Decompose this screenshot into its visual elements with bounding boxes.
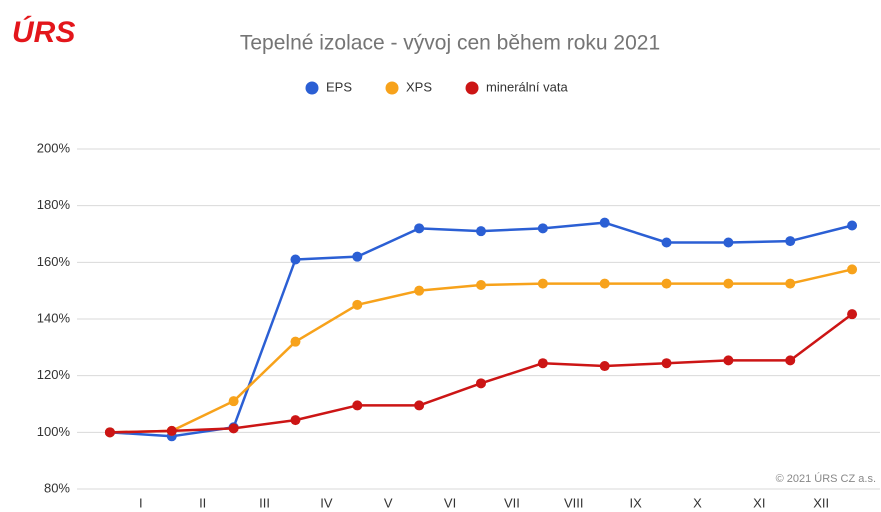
chart-title: Tepelné izolace - vývoj cen během roku 2… xyxy=(240,32,660,55)
data-point xyxy=(352,299,363,310)
x-tick-label: X xyxy=(693,495,702,510)
series-line xyxy=(109,313,853,434)
data-point xyxy=(847,264,858,275)
data-point xyxy=(290,336,301,347)
data-point xyxy=(785,236,796,247)
data-point xyxy=(476,226,486,237)
data-point xyxy=(785,278,796,289)
legend-label: XPS xyxy=(406,79,432,94)
y-tick-label: 120% xyxy=(37,367,71,382)
copyright: © 2021 ÚRS CZ a.s. xyxy=(776,472,876,485)
y-tick-label: 160% xyxy=(37,254,71,269)
x-tick-label: XII xyxy=(813,495,829,510)
x-tick-label: II xyxy=(199,495,206,510)
x-tick-label: IX xyxy=(629,495,642,510)
data-point xyxy=(537,223,548,234)
legend-marker xyxy=(465,81,479,95)
y-tick-label: 100% xyxy=(37,424,71,439)
data-point xyxy=(537,358,548,369)
legend-label: minerální vata xyxy=(486,79,568,94)
data-point xyxy=(537,278,548,289)
data-point xyxy=(847,220,858,231)
data-point xyxy=(661,237,672,248)
x-tick-label: III xyxy=(259,495,270,510)
data-point xyxy=(476,280,486,290)
x-tick-label: VII xyxy=(504,495,520,510)
data-point xyxy=(352,400,363,411)
x-tick-label: V xyxy=(384,495,393,510)
y-tick-label: 140% xyxy=(37,310,71,325)
data-point xyxy=(599,278,610,289)
x-tick-label: IV xyxy=(320,495,333,510)
legend-marker xyxy=(305,81,319,95)
data-point xyxy=(290,254,301,265)
x-tick-label: VIII xyxy=(564,495,584,510)
y-tick-label: 80% xyxy=(44,480,70,495)
x-tick-label: XI xyxy=(753,495,765,510)
legend-marker xyxy=(385,81,399,95)
logo: ÚRS xyxy=(12,15,75,49)
data-point xyxy=(661,278,672,289)
data-point xyxy=(723,237,734,248)
x-tick-label: I xyxy=(139,495,143,510)
data-point xyxy=(599,217,610,228)
data-point xyxy=(352,251,363,262)
data-point xyxy=(414,223,425,234)
data-point xyxy=(414,400,425,411)
data-point xyxy=(723,278,734,289)
data-point xyxy=(414,285,425,296)
data-point xyxy=(847,309,858,320)
data-point xyxy=(290,415,301,426)
data-point xyxy=(723,355,734,366)
data-point xyxy=(228,423,239,434)
data-point xyxy=(476,378,486,389)
data-point xyxy=(661,358,672,369)
series-line xyxy=(109,268,853,434)
data-point xyxy=(785,355,796,366)
data-point xyxy=(228,396,239,407)
x-tick-label: VI xyxy=(444,495,456,510)
data-point xyxy=(599,361,610,372)
legend-label: EPS xyxy=(326,79,352,94)
data-point xyxy=(104,427,115,438)
y-tick-label: 200% xyxy=(37,140,71,155)
series-line xyxy=(109,221,853,438)
y-tick-label: 180% xyxy=(37,197,71,212)
data-point xyxy=(166,425,177,436)
